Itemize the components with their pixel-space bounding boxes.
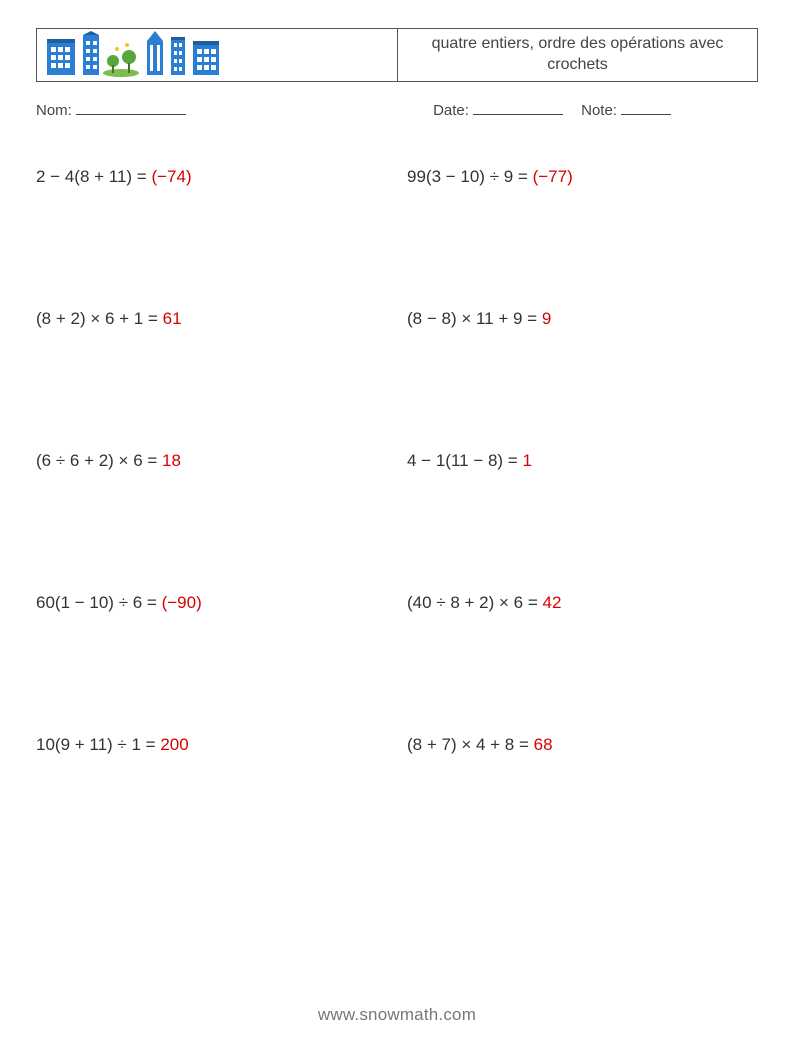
- worksheet-title: quatre entiers, ordre des opérations ave…: [397, 29, 757, 81]
- problem-expr: (8 + 2) × 6 + 1 =: [36, 309, 163, 328]
- problem-expr: 10(9 + 11) ÷ 1 =: [36, 735, 160, 754]
- skyline-icon: [45, 31, 255, 77]
- name-label: Nom:: [36, 102, 72, 119]
- problem-3: (8 + 2) × 6 + 1 = 61: [36, 309, 387, 329]
- problem-expr: (40 ÷ 8 + 2) × 6 =: [407, 593, 543, 612]
- problem-answer: (−74): [151, 167, 191, 186]
- problem-10: (8 + 7) × 4 + 8 = 68: [407, 735, 758, 755]
- problem-2: 99(3 − 10) ÷ 9 = (−77): [407, 167, 758, 187]
- name-underline: [76, 100, 186, 115]
- date-label: Date:: [433, 102, 469, 119]
- footer-url: www.snowmath.com: [0, 1005, 794, 1025]
- problem-expr: (6 ÷ 6 + 2) × 6 =: [36, 451, 162, 470]
- header-box: quatre entiers, ordre des opérations ave…: [36, 28, 758, 82]
- problem-expr: 4 − 1(11 − 8) =: [407, 451, 522, 470]
- problem-answer: (−77): [533, 167, 573, 186]
- problem-answer: 9: [542, 309, 551, 328]
- problem-8: (40 ÷ 8 + 2) × 6 = 42: [407, 593, 758, 613]
- problem-answer: 18: [162, 451, 181, 470]
- problem-answer: 42: [543, 593, 562, 612]
- note-underline: [621, 100, 671, 115]
- problem-4: (8 − 8) × 11 + 9 = 9: [407, 309, 758, 329]
- problem-answer: 200: [160, 735, 188, 754]
- note-field: Note:: [581, 100, 671, 119]
- problem-expr: (8 − 8) × 11 + 9 =: [407, 309, 542, 328]
- problem-expr: 99(3 − 10) ÷ 9 =: [407, 167, 533, 186]
- problem-answer: 68: [534, 735, 553, 754]
- problem-7: 60(1 − 10) ÷ 6 = (−90): [36, 593, 387, 613]
- name-field: Nom:: [36, 100, 433, 119]
- problems-grid: 2 − 4(8 + 11) = (−74) 99(3 − 10) ÷ 9 = (…: [36, 167, 758, 755]
- problem-expr: 2 − 4(8 + 11) =: [36, 167, 151, 186]
- problem-answer: (−90): [162, 593, 202, 612]
- meta-row: Nom: Date: Note:: [36, 100, 758, 119]
- problem-1: 2 − 4(8 + 11) = (−74): [36, 167, 387, 187]
- note-label: Note:: [581, 102, 617, 119]
- problem-5: (6 ÷ 6 + 2) × 6 = 18: [36, 451, 387, 471]
- date-underline: [473, 100, 563, 115]
- problem-6: 4 − 1(11 − 8) = 1: [407, 451, 758, 471]
- header-skyline: [37, 29, 397, 81]
- problem-9: 10(9 + 11) ÷ 1 = 200: [36, 735, 387, 755]
- problem-expr: 60(1 − 10) ÷ 6 =: [36, 593, 162, 612]
- problem-answer: 61: [163, 309, 182, 328]
- problem-expr: (8 + 7) × 4 + 8 =: [407, 735, 534, 754]
- problem-answer: 1: [522, 451, 531, 470]
- date-field: Date:: [433, 100, 563, 119]
